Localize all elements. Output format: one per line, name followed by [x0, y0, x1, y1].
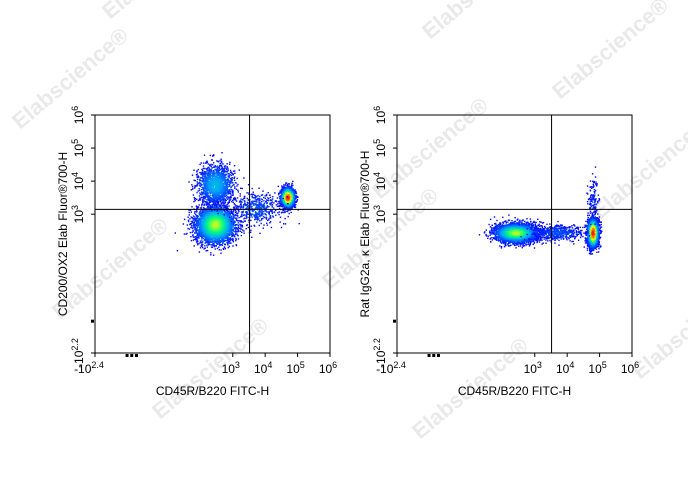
- event-dot: [219, 249, 220, 250]
- event-dot: [194, 211, 195, 212]
- event-dot: [213, 255, 214, 256]
- event-dot: [243, 230, 244, 231]
- event-dot: [230, 232, 231, 233]
- event-dot: [233, 224, 234, 225]
- event-dot: [235, 232, 236, 233]
- event-dot: [220, 253, 221, 254]
- event-dot: [189, 212, 190, 213]
- event-dot: [206, 245, 207, 246]
- event-dot: [189, 218, 190, 219]
- watermark-text: Elabscience®: [547, 0, 673, 104]
- event-dot: [189, 228, 190, 229]
- event-dot: [193, 215, 194, 216]
- event-dot: [216, 245, 217, 246]
- event-dot: [241, 235, 242, 236]
- event-dot: [240, 225, 241, 226]
- event-dot: [205, 247, 206, 248]
- event-dot: [201, 205, 202, 206]
- event-dot: [196, 235, 197, 236]
- event-dot: [243, 232, 244, 233]
- event-dot: [220, 249, 221, 250]
- watermark-text: Elabscience®: [587, 112, 688, 223]
- event-dot: [191, 206, 192, 207]
- event-dot: [232, 245, 233, 246]
- event-dot: [233, 226, 234, 227]
- event-dot: [196, 215, 197, 216]
- event-dot: [211, 204, 212, 205]
- event-dot: [194, 236, 195, 237]
- event-dot: [231, 227, 232, 228]
- event-dot: [228, 241, 229, 242]
- event-dot: [201, 246, 202, 247]
- event-dot: [225, 202, 226, 203]
- event-dot: [235, 234, 236, 235]
- event-dot: [210, 254, 211, 255]
- event-dot: [204, 204, 205, 205]
- event-dot: [238, 222, 239, 223]
- event-dot: [204, 242, 205, 243]
- event-dot: [223, 248, 224, 249]
- event-dot: [210, 252, 211, 253]
- event-dot: [191, 240, 192, 241]
- event-dot: [242, 222, 243, 223]
- event-dot: [199, 213, 200, 214]
- event-dot: [193, 218, 194, 219]
- event-dot: [194, 245, 195, 246]
- event-dot: [219, 243, 220, 244]
- dot-cloud: [175, 152, 300, 256]
- event-dot: [184, 233, 185, 234]
- event-dot: [187, 228, 188, 229]
- event-dot: [231, 234, 232, 235]
- event-dot: [241, 232, 242, 233]
- event-dot: [235, 240, 236, 241]
- event-dot: [177, 250, 178, 251]
- event-dot: [190, 236, 191, 237]
- event-dot: [232, 238, 233, 239]
- event-dot: [207, 246, 208, 247]
- event-dot: [200, 247, 201, 248]
- event-dot: [232, 220, 233, 221]
- event-dot: [187, 224, 188, 225]
- event-dot: [193, 236, 194, 237]
- event-dot: [175, 232, 176, 233]
- event-dot: [196, 230, 197, 231]
- event-dot: [191, 225, 192, 226]
- event-dot: [233, 229, 234, 230]
- event-dot: [229, 242, 230, 243]
- watermark-text: Elabscience®: [417, 0, 543, 44]
- event-dot: [242, 229, 243, 230]
- event-dot: [206, 250, 207, 251]
- event-dot: [225, 248, 226, 249]
- event-dot: [190, 227, 191, 228]
- event-dot: [202, 235, 203, 236]
- event-dot: [189, 214, 190, 215]
- watermark-text: Elabscience®: [97, 0, 223, 24]
- event-dot: [201, 237, 202, 238]
- event-dot: [196, 208, 197, 209]
- event-dot: [190, 232, 191, 233]
- event-dot: [199, 204, 200, 205]
- watermark-text: Elabscience®: [7, 22, 133, 133]
- event-dot: [239, 220, 240, 221]
